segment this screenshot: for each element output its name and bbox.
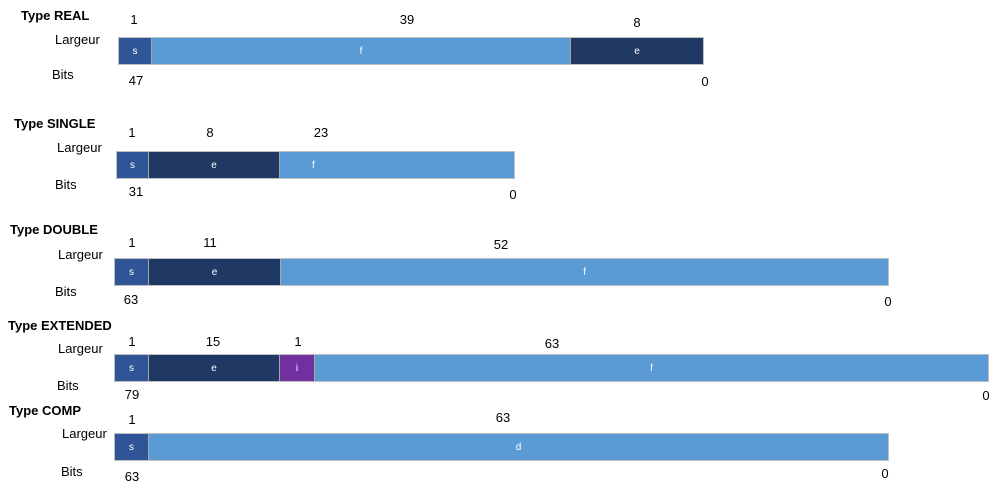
bits-label: Bits [52, 67, 74, 82]
largeur-label: Largeur [62, 426, 107, 441]
type-title: Type COMP [9, 403, 81, 418]
bit-low: 0 [881, 466, 889, 481]
bits-label: Bits [61, 464, 83, 479]
field-s: s [115, 259, 149, 285]
largeur-label: Largeur [55, 32, 100, 47]
bit-low: 0 [982, 388, 990, 403]
bit-layout-bar: s f e [118, 37, 704, 65]
bit-high: 63 [124, 469, 140, 484]
field-e: e [149, 152, 280, 178]
width-label: 52 [493, 237, 509, 252]
field-f: f [281, 259, 888, 285]
width-label: 11 [203, 235, 217, 250]
bit-high: 79 [124, 387, 140, 402]
largeur-label: Largeur [58, 247, 103, 262]
bit-layout-bar: s e f [114, 258, 889, 286]
bit-high: 31 [128, 184, 144, 199]
bits-label: Bits [57, 378, 79, 393]
field-s: s [119, 38, 152, 64]
width-label: 1 [128, 235, 136, 250]
bit-high: 63 [123, 292, 139, 307]
width-label: 63 [544, 336, 560, 351]
type-title: Type SINGLE [14, 116, 96, 131]
bit-high: 47 [128, 73, 144, 88]
width-label: 1 [294, 334, 302, 349]
field-e: e [571, 38, 703, 64]
bits-label: Bits [55, 284, 77, 299]
largeur-label: Largeur [57, 140, 102, 155]
width-label: 8 [633, 15, 641, 30]
field-s: s [115, 355, 149, 381]
field-e: e [149, 355, 280, 381]
width-label: 1 [128, 334, 136, 349]
bit-layout-bar: s e f [116, 151, 515, 179]
width-label: 63 [495, 410, 511, 425]
largeur-label: Largeur [58, 341, 103, 356]
field-s: s [115, 434, 149, 460]
field-d: d [149, 434, 888, 460]
bit-low: 0 [509, 187, 517, 202]
bit-low: 0 [701, 74, 709, 89]
field-s: s [117, 152, 149, 178]
field-f: f [280, 152, 514, 178]
width-label: 15 [205, 334, 221, 349]
width-label: 1 [128, 125, 136, 140]
width-label: 1 [130, 12, 138, 27]
width-label: 1 [128, 412, 136, 427]
field-i: i [280, 355, 315, 381]
type-title: Type EXTENDED [8, 318, 112, 333]
bit-low: 0 [884, 294, 892, 309]
field-f: f [315, 355, 988, 381]
width-label: 23 [313, 125, 329, 140]
bit-layout-bar: s e i f [114, 354, 989, 382]
field-e: e [149, 259, 281, 285]
type-title: Type REAL [21, 8, 90, 23]
type-title: Type DOUBLE [10, 222, 98, 237]
width-label: 8 [206, 125, 214, 140]
bits-label: Bits [55, 177, 77, 192]
field-f: f [152, 38, 571, 64]
width-label: 39 [399, 12, 415, 27]
bit-layout-bar: s d [114, 433, 889, 461]
